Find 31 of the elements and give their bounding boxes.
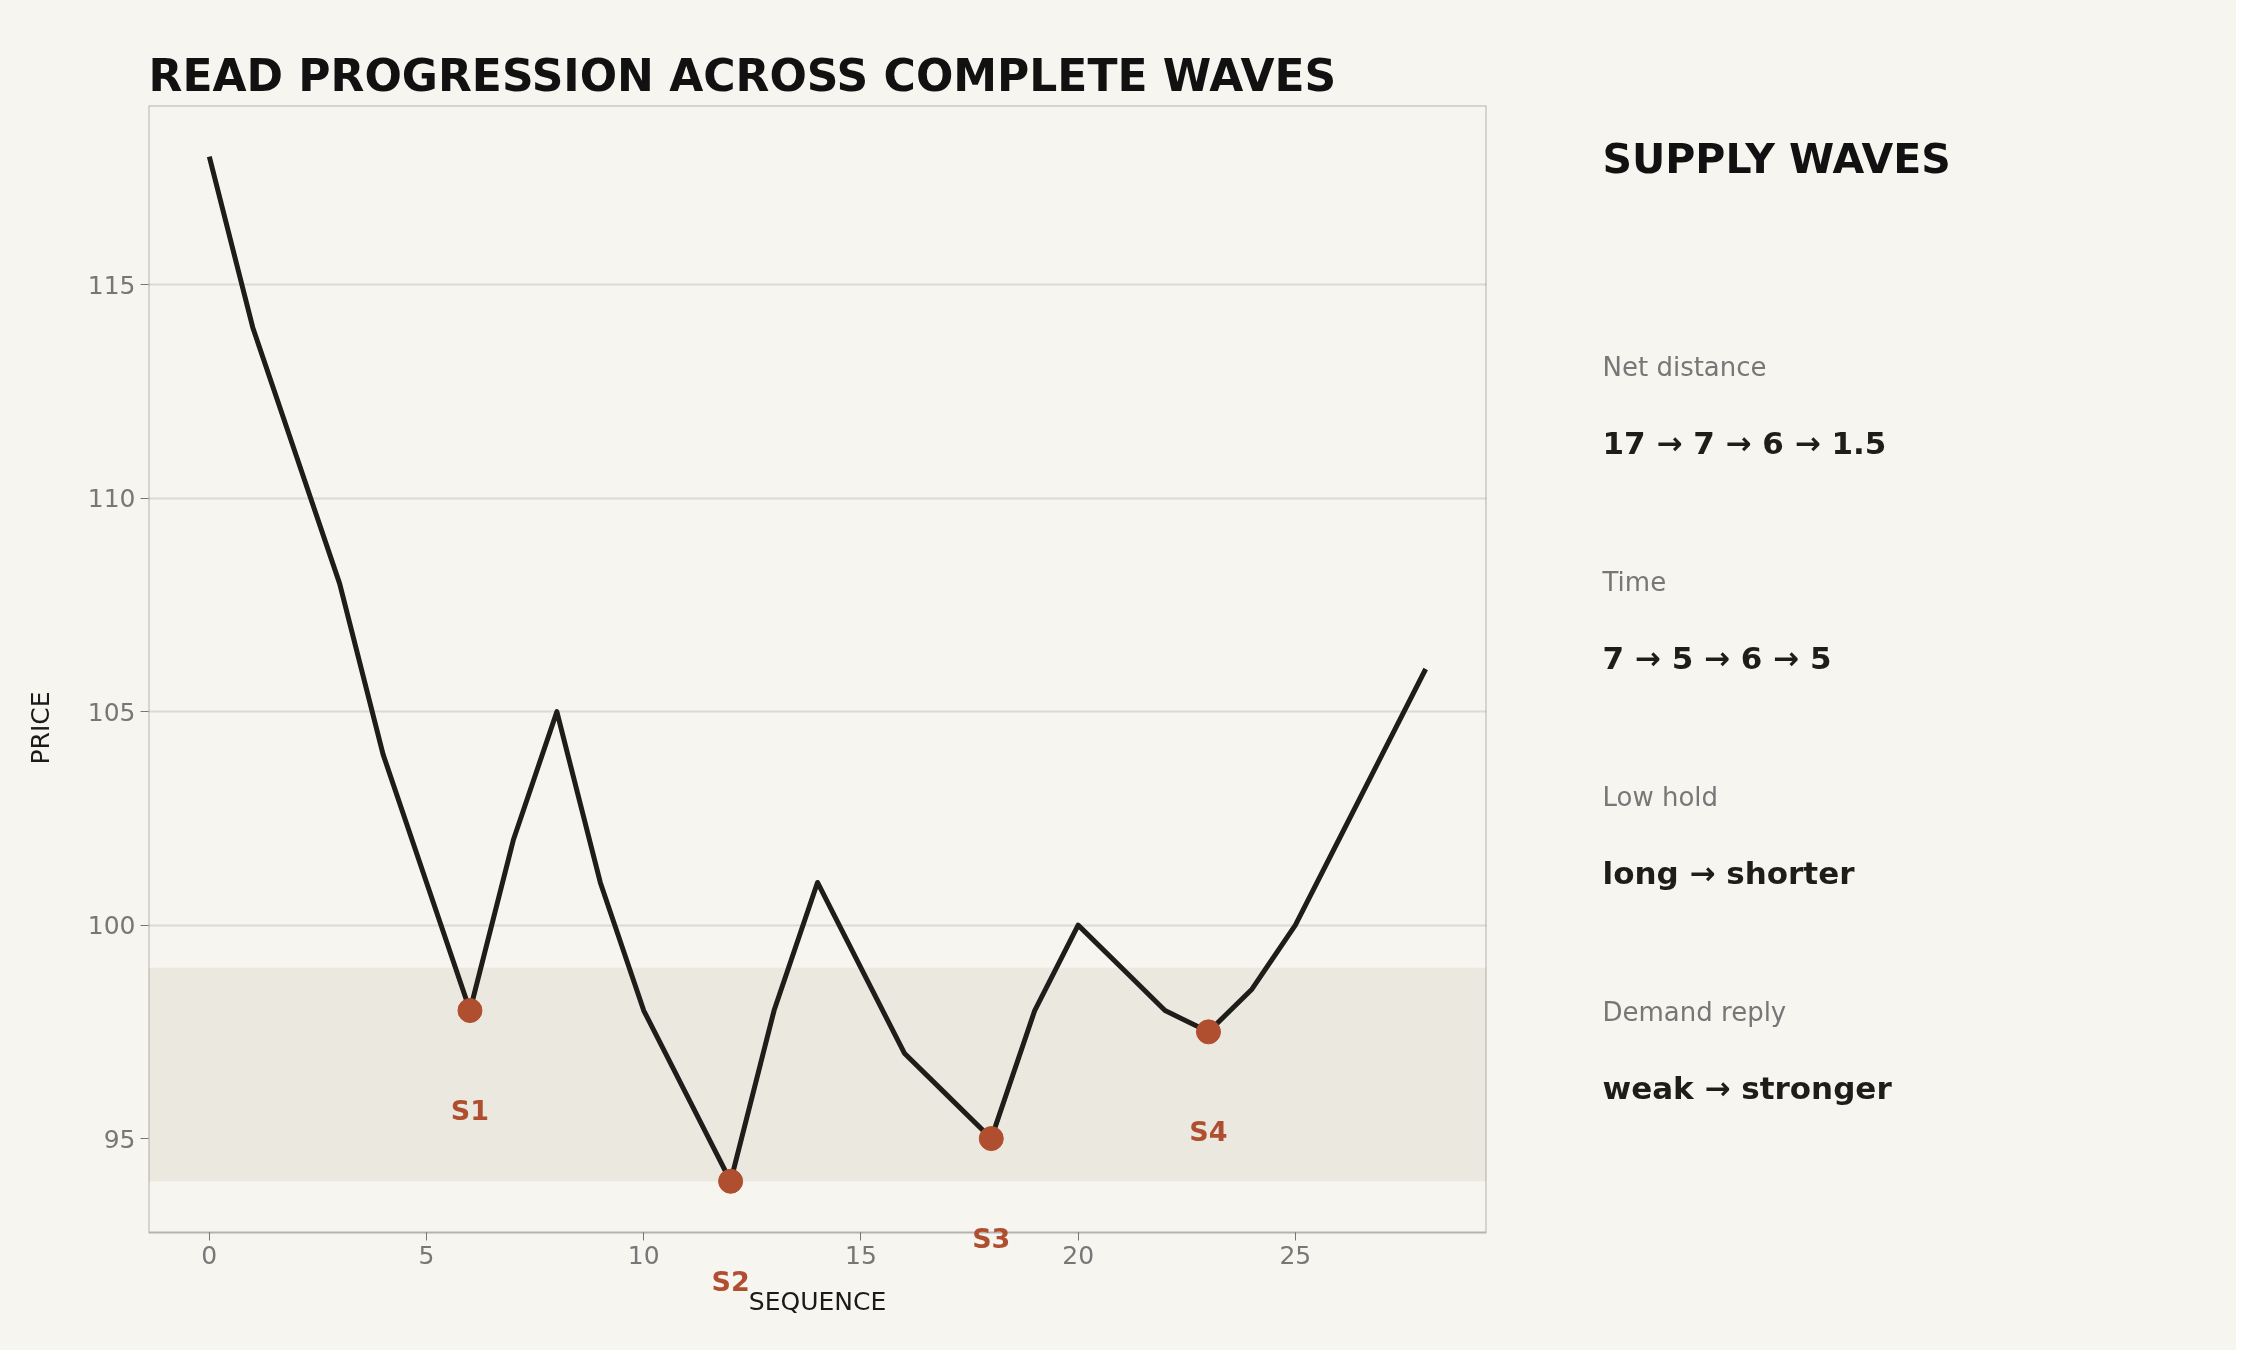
y-axis-title: PRICE <box>25 691 55 765</box>
y-tick-label: 110 <box>87 484 136 514</box>
x-axis-title: SEQUENCE <box>748 1286 887 1316</box>
text: Net distance <box>1602 351 1767 382</box>
x-tick-label: 5 <box>418 1240 435 1270</box>
y-tick-label: 115 <box>87 270 136 300</box>
annotation: S3 <box>972 1223 1011 1255</box>
text: Time <box>1601 566 1667 597</box>
x-tick-label: 20 <box>1062 1240 1095 1270</box>
point <box>978 1126 1004 1152</box>
x-tick-label: 15 <box>845 1240 877 1270</box>
annotation: S1 <box>450 1095 490 1127</box>
point <box>457 998 483 1023</box>
y-tick-label: 95 <box>103 1124 136 1154</box>
text: weak → stronger <box>1602 1069 1893 1106</box>
x-tick-label: 0 <box>201 1240 218 1270</box>
text: 17 → 7 → 6 → 1.5 <box>1602 424 1887 461</box>
text: Low hold <box>1602 781 1719 812</box>
x-tick-label: 10 <box>627 1240 660 1270</box>
text: S2 <box>711 1265 750 1297</box>
y-tick-label: 105 <box>87 697 136 727</box>
point <box>1195 1019 1221 1045</box>
point <box>718 1168 744 1194</box>
text: Demand reply <box>1602 996 1787 1027</box>
text: SUPPLY WAVES <box>1602 134 1951 183</box>
x-tick-label: 25 <box>1279 1240 1312 1270</box>
y-tick-label: 100 <box>87 911 136 941</box>
chart-title: READ PROGRESSION ACROSS COMPLETE WAVES <box>148 49 1337 101</box>
text: 7 → 5 → 6 → 5 <box>1602 639 1832 676</box>
annotation: S4 <box>1189 1116 1228 1148</box>
text: long → shorter <box>1602 854 1856 891</box>
